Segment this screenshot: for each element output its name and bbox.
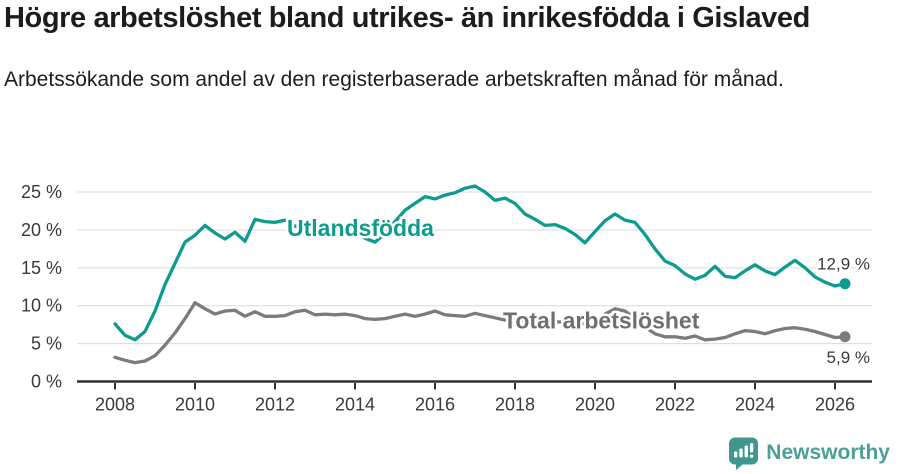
x-tick-label: 2014 — [335, 395, 375, 415]
newsworthy-logo: Newsworthy — [728, 437, 890, 470]
x-tick-label: 2012 — [255, 395, 295, 415]
x-tick-label: 2008 — [95, 395, 135, 415]
y-tick-label: 10 % — [21, 296, 62, 316]
x-tick-label: 2010 — [175, 395, 215, 415]
series-end-value-label: 5,9 % — [827, 348, 870, 367]
series-line-utlandsf-dda — [113, 184, 847, 342]
x-tick-label: 2026 — [815, 395, 855, 415]
y-tick-label: 20 % — [21, 220, 62, 240]
chart-subtitle: Arbetssökande som andel av den registerb… — [4, 68, 784, 91]
brand-name: Newsworthy — [766, 441, 890, 464]
series-inline-label: Utlandsfödda — [287, 215, 434, 241]
series-end-value-label: 12,9 % — [817, 255, 870, 274]
x-tick-label: 2018 — [495, 395, 535, 415]
x-tick-label: 2016 — [415, 395, 455, 415]
series-line-total-arbetsl-shet — [113, 301, 847, 365]
unemployment-line-chart: 0 % 5 % 10 % 15 % 20 % 25 % 2008 2010 2012 2014 20… — [21, 182, 872, 415]
y-tick-label: 15 % — [21, 258, 62, 278]
series-end-dot — [839, 331, 851, 343]
x-tick-label: 2024 — [735, 395, 775, 415]
bar-chart-exclamation-glyph — [734, 443, 754, 458]
newsworthy-icon — [729, 437, 759, 470]
x-tick-label: 2020 — [575, 395, 615, 415]
speech-bubble-shape — [729, 437, 759, 470]
y-tick-label: 0 % — [31, 372, 62, 392]
series-inline-label: Total arbetslöshet — [503, 307, 700, 333]
y-tick-label: 5 % — [31, 334, 62, 354]
y-tick-label: 25 % — [21, 182, 62, 202]
series-end-dot — [839, 278, 851, 290]
x-tick-label: 2022 — [655, 395, 695, 415]
page-title: Högre arbetslöshet bland utrikes- än inr… — [4, 2, 810, 34]
